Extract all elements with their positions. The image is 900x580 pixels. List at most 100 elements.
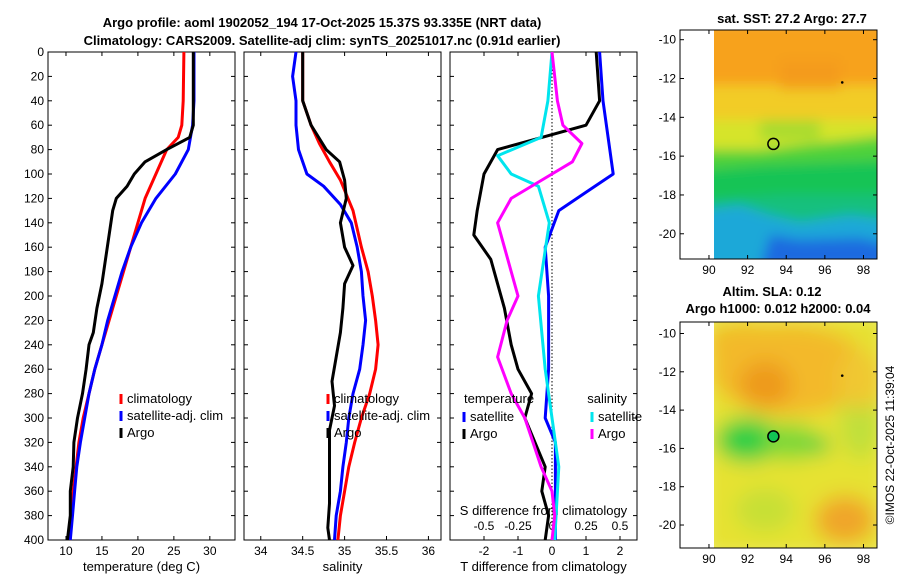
map-x-tick-label: 98 xyxy=(857,552,871,566)
legend-label: climatology xyxy=(127,391,193,406)
depth-tick-label: 380 xyxy=(24,509,44,523)
series-line-argo xyxy=(65,52,195,541)
x-tick-label: 36 xyxy=(422,544,436,558)
sla-map-ticks: 90 92 94 96 98 -10 -12 -14 -16 -18 -20 xyxy=(659,322,877,566)
legend-label: climatology xyxy=(334,391,400,406)
map-y-tick-label: -12 xyxy=(659,365,677,379)
figure-title-line1: Argo profile: aoml 1902052_194 17-Oct-20… xyxy=(103,15,542,30)
sla-map-title-line2: Argo h1000: 0.012 h2000: 0.04 xyxy=(686,301,872,316)
sla-argo-location-marker xyxy=(767,430,780,443)
legend-label: Argo xyxy=(598,426,625,441)
series-line-satellite-adj-clim xyxy=(291,51,368,541)
legend-label: satellite-adj. clim xyxy=(127,408,223,423)
sla-map: Altim. SLA: 0.12 Argo h1000: 0.012 h2000… xyxy=(659,284,878,566)
sla-reference-dot xyxy=(840,374,844,377)
depth-tick-label: 240 xyxy=(24,338,44,352)
depth-tick-label: 360 xyxy=(24,484,44,498)
depth-tick-label: 0 xyxy=(37,45,44,59)
sst-map: sat. SST: 27.2 Argo: 27.7 90 92 94 96 98 -10 -… xyxy=(659,11,878,277)
x-axis-label: salinity xyxy=(323,559,363,574)
depth-tick-label: 260 xyxy=(24,362,44,376)
x-tick-label: 35.5 xyxy=(375,544,399,558)
map-y-tick-label: -16 xyxy=(659,441,677,455)
x-tick-label: 15 xyxy=(95,544,109,558)
map-x-tick-label: 92 xyxy=(741,263,755,277)
plot-frame xyxy=(449,51,638,541)
depth-tick-label: 80 xyxy=(31,143,45,157)
legend-label: Argo xyxy=(334,425,361,440)
series-line-argo xyxy=(301,52,355,541)
x-tick-label: 1 xyxy=(583,544,590,558)
legend-label: satellite-adj. clim xyxy=(334,408,430,423)
x-tick-label: 2 xyxy=(617,544,624,558)
depth-tick-label: 220 xyxy=(24,313,44,327)
s-tick-label: 0.25 xyxy=(574,519,598,533)
x-tick-label: 35 xyxy=(338,544,352,558)
map-y-tick-label: -18 xyxy=(659,188,677,202)
map-x-tick-label: 94 xyxy=(780,263,794,277)
x-tick-label: 0 xyxy=(549,544,556,558)
x-tick-label: 25 xyxy=(167,544,181,558)
x-tick-label: -2 xyxy=(479,544,490,558)
map-y-tick-label: -14 xyxy=(659,403,677,417)
s-tick-label: -0.25 xyxy=(504,519,532,533)
sla-field xyxy=(714,322,877,548)
map-y-tick-label: -12 xyxy=(659,72,677,86)
sst-argo-location-marker xyxy=(767,137,780,151)
x-tick-label: -1 xyxy=(513,544,524,558)
sla-map-no-data xyxy=(680,322,714,548)
depth-tick-label: 120 xyxy=(24,191,44,205)
map-x-tick-label: 94 xyxy=(780,552,794,566)
legend-label: Argo xyxy=(127,425,154,440)
x-tick-label: 30 xyxy=(203,544,217,558)
depth-tick-label: 300 xyxy=(24,411,44,425)
salinity-panel: 34 34.5 35 35.5 36 salinity climatology satelli… xyxy=(243,51,442,574)
x-tick-label: 10 xyxy=(59,544,73,558)
sst-map-no-data xyxy=(680,30,714,259)
depth-tick-label: 340 xyxy=(24,460,44,474)
map-y-tick-label: -18 xyxy=(659,480,677,494)
sst-reference-dot xyxy=(840,81,844,84)
map-x-tick-label: 96 xyxy=(818,552,832,566)
sst-map-border xyxy=(679,29,878,260)
x-tick-label: 20 xyxy=(131,544,145,558)
depth-tick-label: 320 xyxy=(24,435,44,449)
map-y-tick-label: -20 xyxy=(659,518,677,532)
legend-title-temperature: temperature xyxy=(464,391,534,406)
figure-title-line2: Climatology: CARS2009. Satellite-adj cli… xyxy=(84,33,561,48)
series-line-satellite-adj-clim xyxy=(68,52,196,541)
x-tick-label: 34.5 xyxy=(291,544,315,558)
legend-label: satellite xyxy=(470,409,514,424)
map-y-tick-label: -10 xyxy=(659,33,677,47)
series-line-salinity-satellite xyxy=(496,51,561,541)
map-y-tick-label: -14 xyxy=(659,110,677,124)
map-x-tick-label: 98 xyxy=(857,263,871,277)
depth-tick-label: 160 xyxy=(24,240,44,254)
legend-title-salinity: salinity xyxy=(587,391,627,406)
sst-field xyxy=(714,30,877,259)
map-y-tick-label: -16 xyxy=(659,149,677,163)
depth-tick-label: 20 xyxy=(31,69,45,83)
sst-map-ticks: 90 92 94 96 98 -10 -12 -14 -16 -18 -20 xyxy=(659,30,877,277)
map-y-tick-label: -20 xyxy=(659,227,677,241)
depth-tick-label: 40 xyxy=(31,94,45,108)
series-line-climatology xyxy=(301,52,380,541)
x-axis-label: T difference from climatology xyxy=(460,559,627,574)
series-line-salinity-argo xyxy=(496,51,584,541)
s-tick-label: 0.5 xyxy=(612,519,629,533)
sla-map-border xyxy=(679,321,878,549)
depth-tick-label: 280 xyxy=(24,387,44,401)
depth-tick-label: 200 xyxy=(24,289,44,303)
sla-map-title-line1: Altim. SLA: 0.12 xyxy=(723,284,822,299)
map-x-tick-label: 90 xyxy=(702,263,716,277)
map-y-tick-label: -10 xyxy=(659,326,677,340)
imos-timestamp-watermark: ©IMOS 22-Oct-2025 11:39:04 xyxy=(883,365,897,524)
sst-map-title: sat. SST: 27.2 Argo: 27.7 xyxy=(717,11,867,26)
legend-label: Argo xyxy=(470,426,497,441)
depth-tick-label: 400 xyxy=(24,533,44,547)
s-axis-label: S difference from climatology xyxy=(460,503,628,518)
x-axis-label: temperature (deg C) xyxy=(83,559,200,574)
map-x-tick-label: 90 xyxy=(702,552,716,566)
